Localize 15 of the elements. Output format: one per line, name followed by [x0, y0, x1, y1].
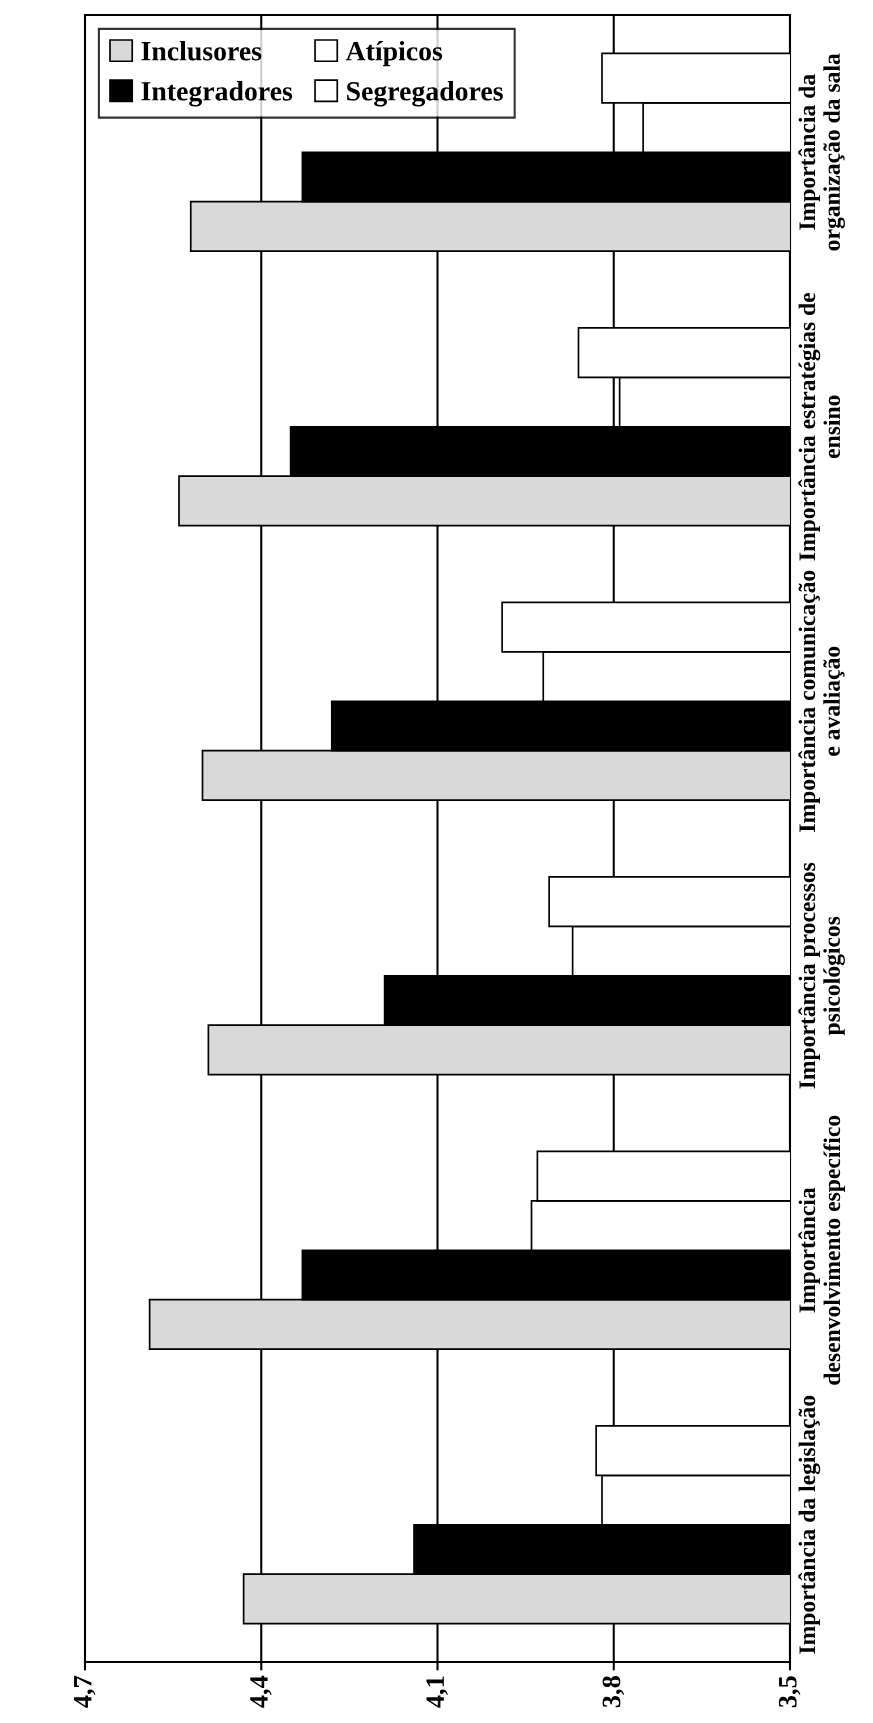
legend-label: Segregadores: [347, 81, 503, 107]
x-tick-label: 3,8: [602, 1676, 625, 1708]
y-tick-label: Importância da organização da sala: [798, 53, 845, 251]
y-tick-label: Importância comunicação e avaliação: [798, 570, 845, 832]
x-tick-label: 4,1: [426, 1676, 448, 1708]
legend-label: Inclusores: [141, 41, 262, 61]
y-tick-label: Importância desenvolvimento específico: [798, 1115, 845, 1385]
legend-label: Integradores: [141, 81, 293, 107]
x-tick-label: 3,5: [778, 1676, 801, 1708]
y-tick-label: Importância da legislação: [798, 1395, 821, 1654]
legend-label: Atípicos: [345, 40, 443, 67]
y-tick-label: Importância processos psicológicos: [798, 862, 845, 1089]
x-tick-label: 4,4: [250, 1675, 272, 1708]
x-tick-label: 4,7: [73, 1675, 96, 1708]
y-tick-label: Importância estratégias de ensino: [798, 292, 841, 561]
